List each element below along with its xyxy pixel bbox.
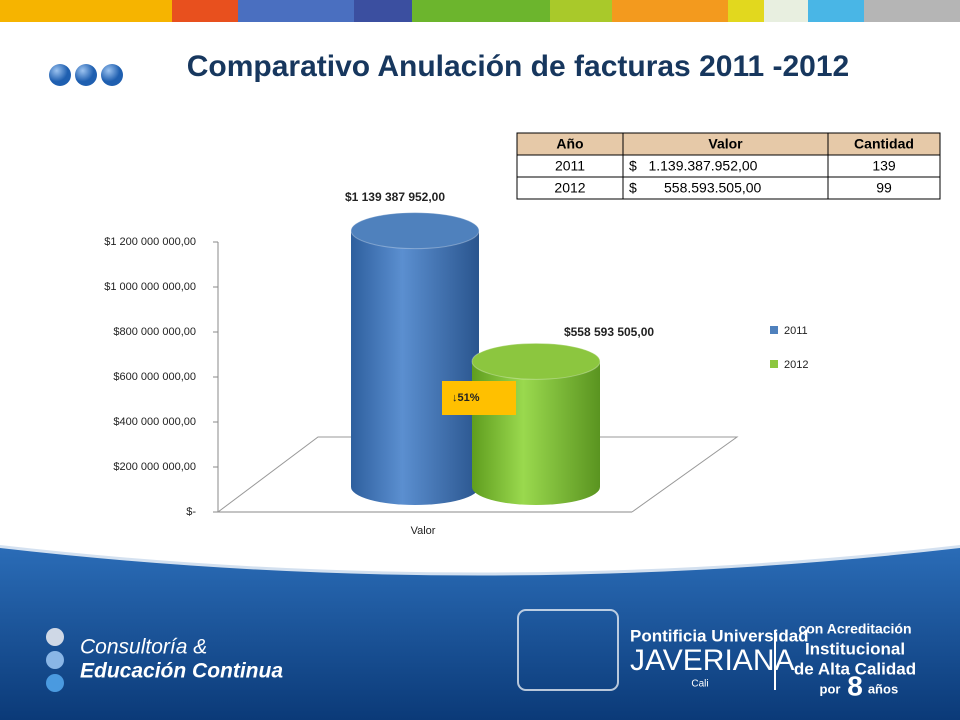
y-tick-label: $600 000 000,00 [113,371,196,383]
top-stripes [0,0,960,22]
table-value: 2012 [554,180,585,196]
bar [472,361,600,487]
footer [0,542,960,720]
y-tick-label: $1 200 000 000,00 [104,236,196,248]
footer-text: JAVERIANA [630,644,795,677]
annotation-box [442,381,516,415]
footer-text: por [820,681,841,696]
data-table: Año Valor Cantidad 2011 $ 1.139.387.952,00 13… [516,132,941,200]
y-tick-label: $1 000 000 000,00 [104,281,196,293]
y-tick-label: $- [186,506,196,518]
footer-text: de Alta Calidad [794,659,916,678]
footer-text: con Acreditación [798,621,911,637]
data-label: $1 139 387 952,00 [345,190,445,204]
table-value: 99 [876,180,892,196]
bar [351,230,479,488]
legend-swatch [770,326,778,334]
data-label: $558 593 505,00 [564,325,654,339]
legend-label: 2011 [784,325,808,337]
bar-top [350,212,480,250]
annotation: ↓51% [452,392,480,404]
y-tick-label: $800 000 000,00 [113,326,196,338]
y-tick-label: $200 000 000,00 [113,461,196,473]
table-value: 139 [872,158,896,174]
table-value: $ 1.139.387.952,00 [629,158,758,174]
footer-text: Institucional [805,639,905,658]
bullets [49,64,123,86]
footer-text: Educación Continua [80,660,283,683]
table-value: 2011 [555,158,585,174]
footer-text: Cali [691,679,708,690]
plot: $- $200 000 000,00 $400 000 000,00 $600 000… [104,190,808,537]
table-value: $ 558.593.505,00 [629,180,762,196]
y-tick-label: $400 000 000,00 [113,416,196,428]
bar-top [471,342,601,380]
table-cell [827,176,941,200]
table-header: Valor [708,136,743,152]
legend-swatch [770,360,778,368]
chart-title: Comparativo Anulación de facturas 2011 -… [187,50,849,83]
footer-text: Consultoría & [80,636,207,659]
table-header: Cantidad [854,136,914,152]
x-tick-label: Valor [411,525,436,537]
footer-text: años [868,681,898,696]
footer-text: Pontificia Universidad [630,626,809,645]
table-header: Año [556,136,583,152]
footer-text: 8 [847,670,863,701]
legend-label: 2012 [784,359,808,371]
